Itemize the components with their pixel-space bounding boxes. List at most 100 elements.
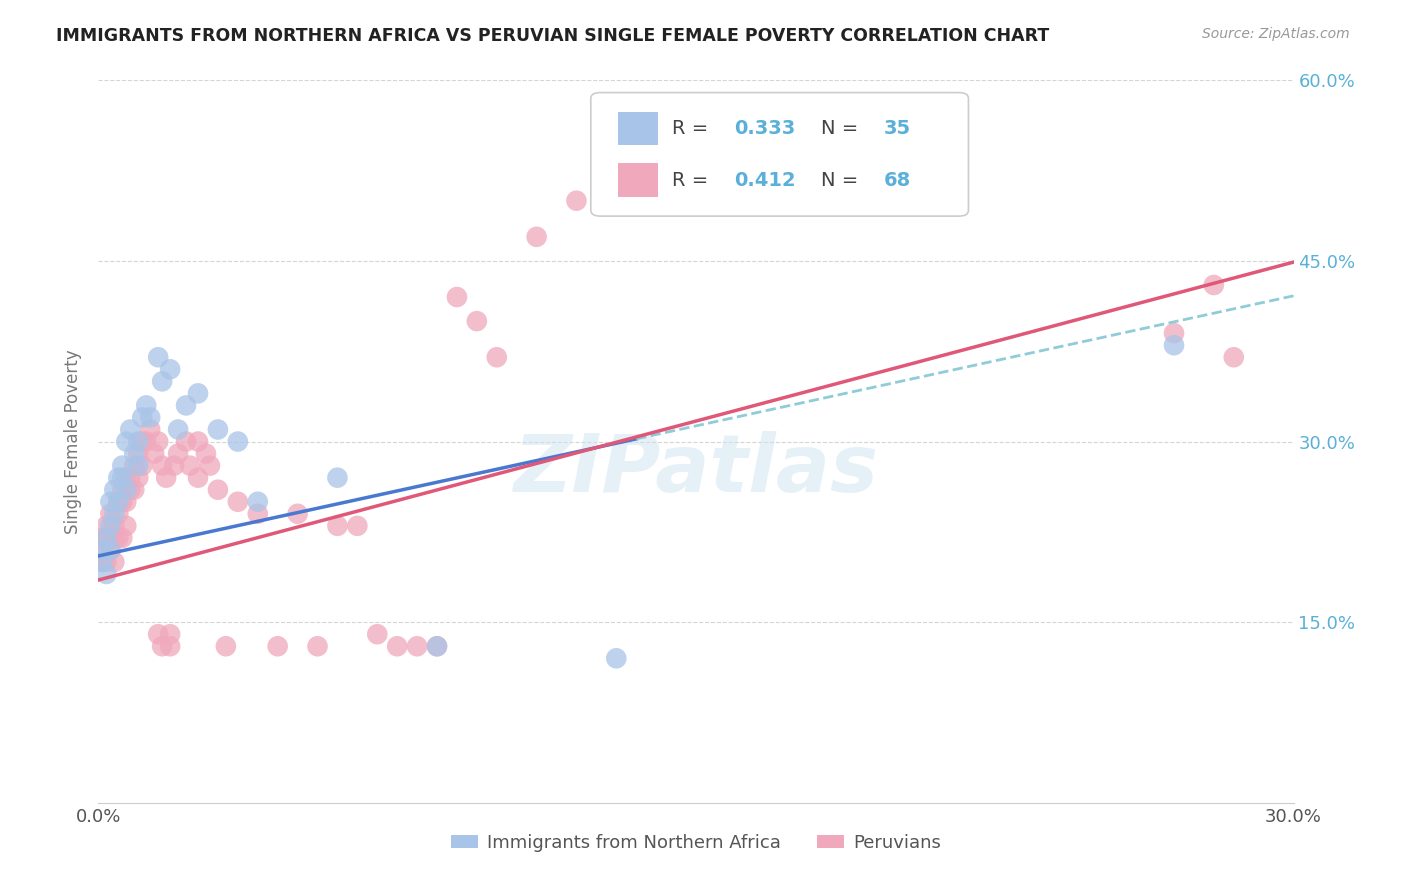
Point (1163, 326, 1185, 340)
Text: R =: R = (672, 170, 714, 190)
Point (98, 531, 122, 545)
FancyBboxPatch shape (619, 112, 658, 145)
Text: 0.412: 0.412 (734, 170, 796, 190)
Point (565, 194, 588, 208)
Point (98, 494, 122, 508)
Point (207, 483, 229, 497)
Point (163, 458, 186, 473)
Point (150, 639, 173, 653)
Point (96, 567, 118, 582)
Point (120, 470, 142, 484)
Point (187, 470, 209, 484)
Point (426, 639, 449, 653)
Point (148, 350, 170, 364)
Point (179, 458, 201, 473)
Point (187, 386, 209, 401)
Point (115, 494, 138, 508)
Point (103, 518, 125, 533)
Point (267, 639, 290, 653)
Point (131, 410, 153, 425)
Point (111, 531, 134, 545)
Point (446, 290, 468, 304)
Point (207, 422, 229, 436)
Point (198, 458, 221, 473)
Point (111, 470, 134, 484)
Point (107, 531, 129, 545)
Text: 68: 68 (883, 170, 911, 190)
Point (107, 494, 129, 508)
Point (174, 398, 197, 412)
Point (159, 627, 181, 641)
Point (91, 555, 114, 569)
Point (148, 434, 170, 449)
Point (107, 470, 129, 484)
Point (148, 627, 170, 641)
Point (143, 446, 166, 460)
Point (215, 639, 238, 653)
Point (526, 230, 548, 244)
Point (135, 434, 157, 449)
Text: N =: N = (821, 119, 865, 138)
Point (150, 458, 173, 473)
Point (150, 374, 173, 388)
Point (131, 434, 153, 449)
Point (1202, 277, 1225, 292)
Point (98, 542, 122, 557)
Point (127, 470, 149, 484)
Point (346, 518, 368, 533)
Point (98, 518, 122, 533)
FancyBboxPatch shape (591, 93, 969, 216)
Point (111, 494, 134, 508)
Point (326, 518, 349, 533)
Point (195, 446, 218, 460)
Point (91, 555, 114, 569)
Text: 35: 35 (883, 119, 911, 138)
Point (287, 507, 309, 521)
Point (120, 422, 142, 436)
Point (111, 483, 134, 497)
Point (111, 458, 134, 473)
Point (167, 422, 190, 436)
Point (406, 639, 429, 653)
Text: N =: N = (821, 170, 865, 190)
Point (127, 446, 149, 460)
Point (139, 422, 162, 436)
Point (187, 434, 209, 449)
Text: 0.333: 0.333 (734, 119, 796, 138)
Point (155, 470, 177, 484)
Point (159, 362, 181, 376)
Y-axis label: Single Female Poverty: Single Female Poverty (65, 350, 83, 533)
Point (131, 458, 153, 473)
Point (103, 555, 125, 569)
Text: R =: R = (672, 119, 714, 138)
Point (385, 639, 409, 653)
Point (135, 398, 157, 412)
Point (127, 434, 149, 449)
Text: ZIPatlas: ZIPatlas (513, 432, 879, 509)
Point (103, 483, 125, 497)
Legend: Immigrants from Northern Africa, Peruvians: Immigrants from Northern Africa, Peruvia… (444, 826, 948, 859)
Point (1223, 350, 1246, 364)
Point (98, 507, 122, 521)
Point (115, 518, 138, 533)
Point (167, 446, 190, 460)
Point (115, 483, 138, 497)
Point (96, 531, 118, 545)
Point (426, 639, 449, 653)
Point (159, 639, 181, 653)
Point (96, 531, 118, 545)
Point (307, 639, 329, 653)
Point (605, 651, 627, 665)
Point (103, 507, 125, 521)
Point (326, 470, 349, 484)
Point (91, 542, 114, 557)
Point (91, 531, 114, 545)
Point (107, 494, 129, 508)
Text: IMMIGRANTS FROM NORTHERN AFRICA VS PERUVIAN SINGLE FEMALE POVERTY CORRELATION CH: IMMIGRANTS FROM NORTHERN AFRICA VS PERUV… (56, 27, 1049, 45)
Point (124, 446, 146, 460)
Point (127, 458, 149, 473)
Point (98, 542, 122, 557)
Point (124, 458, 146, 473)
Point (1163, 338, 1185, 352)
Point (115, 470, 138, 484)
